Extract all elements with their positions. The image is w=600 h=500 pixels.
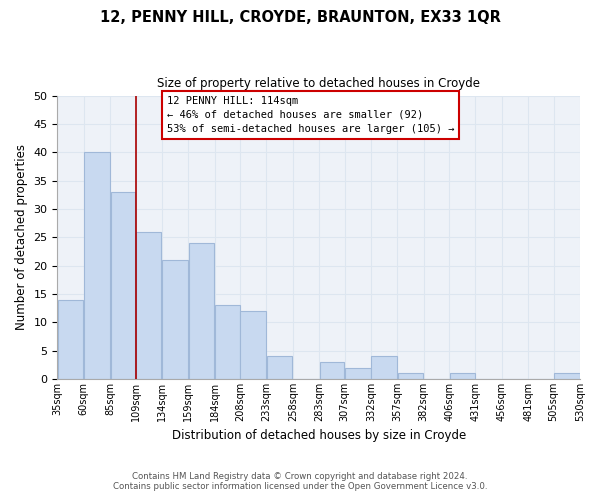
- Bar: [136, 232, 161, 379]
- Bar: [267, 356, 292, 379]
- Text: Contains public sector information licensed under the Open Government Licence v3: Contains public sector information licen…: [113, 482, 487, 491]
- Text: 12 PENNY HILL: 114sqm
← 46% of detached houses are smaller (92)
53% of semi-deta: 12 PENNY HILL: 114sqm ← 46% of detached …: [167, 96, 455, 134]
- Bar: [163, 260, 188, 379]
- Text: 12, PENNY HILL, CROYDE, BRAUNTON, EX33 1QR: 12, PENNY HILL, CROYDE, BRAUNTON, EX33 1…: [100, 10, 500, 25]
- Bar: [449, 374, 475, 379]
- Bar: [84, 152, 110, 379]
- Bar: [554, 374, 580, 379]
- Bar: [110, 192, 135, 379]
- Bar: [189, 243, 214, 379]
- Text: Contains HM Land Registry data © Crown copyright and database right 2024.: Contains HM Land Registry data © Crown c…: [132, 472, 468, 481]
- Bar: [398, 374, 424, 379]
- Bar: [241, 311, 266, 379]
- Bar: [345, 368, 371, 379]
- Title: Size of property relative to detached houses in Croyde: Size of property relative to detached ho…: [157, 78, 480, 90]
- X-axis label: Distribution of detached houses by size in Croyde: Distribution of detached houses by size …: [172, 430, 466, 442]
- Bar: [320, 362, 344, 379]
- Bar: [215, 306, 239, 379]
- Y-axis label: Number of detached properties: Number of detached properties: [15, 144, 28, 330]
- Bar: [58, 300, 83, 379]
- Bar: [371, 356, 397, 379]
